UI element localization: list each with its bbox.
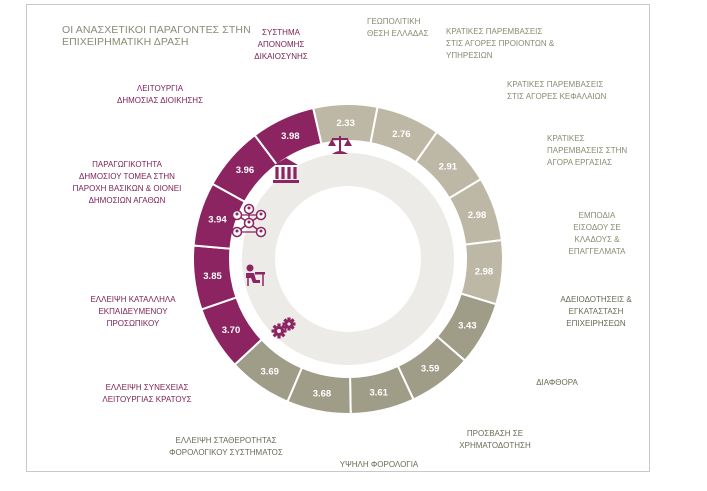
category-label: ΚΡΑΤΙΚΕΣ ΠΑΡΕΜΒΑΣΕΙΣ ΣΤΙΣ ΑΓΟΡΕΣ ΠΡΟΙΟΝΤΩ… bbox=[446, 27, 555, 60]
network-people-icon bbox=[231, 203, 267, 238]
value-label: 3.70 bbox=[222, 325, 241, 336]
category-label: ΛΕΙΤΟΥΡΓΙΑ ΔΗΜΟΣΙΑΣ ΔΙΟΙΚΗΣΗΣ bbox=[117, 84, 203, 105]
category-label: ΔΙΑΦΘΟΡΑ bbox=[536, 378, 578, 387]
value-label: 3.68 bbox=[313, 388, 332, 399]
value-label: 2.76 bbox=[392, 129, 411, 140]
value-label: 2.98 bbox=[475, 266, 494, 277]
value-label: 2.91 bbox=[439, 161, 458, 172]
category-label: ΕΛΛΕΙΨΗ ΚΑΤΑΛΛΗΛΑ ΕΚΠΑΙΔΕΥΜΕΝΟΥ ΠΡΟΣΩΠΙΚΟΥ bbox=[90, 295, 176, 328]
value-label: 3.96 bbox=[236, 165, 255, 176]
category-label: ΣΥΣΤΗΜΑ ΑΠΟΝΟΜΗΣ ΔΙΚΑΙΟΣΥΝΗΣ bbox=[254, 28, 308, 61]
value-label: 3.43 bbox=[458, 321, 477, 332]
category-label: ΠΡΟΣΒΑΣΗ ΣΕ ΧΡΗΜΑΤΟΔΟΤΗΣΗ bbox=[459, 429, 531, 450]
scales-icon bbox=[328, 136, 352, 154]
value-label: 3.85 bbox=[203, 271, 222, 282]
value-label: 3.69 bbox=[260, 366, 279, 377]
donut-chart: 2.33 ΓΕΩΠΟΛΙΤΙΚΗ ΘΕΣΗ ΕΛΛΑΔΑΣ 2.76 ΚΡΑΤΙΚΕΣ … bbox=[73, 17, 633, 469]
category-label: ΕΛΛΕΙΨΗ ΣΥΝΕΧΕΙΑΣ ΛΕΙΤΟΥΡΓΙΑΣ ΚΡΑΤΟΥΣ bbox=[102, 383, 191, 404]
category-label: ΠΑΡΑΓΩΓΙΚΟΤΗΤΑ ΔΗΜΟΣΙΟΥ ΤΟΜΕΑ ΣΤΗΝ ΠΑΡΟΧΗ … bbox=[73, 160, 182, 205]
office-worker-icon bbox=[246, 264, 265, 286]
category-label: ΥΨΗΛΗ ΦΟΡΟΛΟΓΙΑ bbox=[340, 460, 419, 469]
inner-ring bbox=[242, 153, 454, 365]
category-label: ΕΛΛΕΙΨΗ ΣΤΑΘΕΡΟΤΗΤΑΣ ΦΟΡΟΛΟΓΙΚΟΥ ΣΥΣΤΗΜΑΤ… bbox=[169, 436, 283, 457]
value-label: 2.98 bbox=[468, 210, 487, 221]
chart-frame: ΟΙ ΑΝΑΣΧΕΤΙΚΟΙ ΠΑΡΑΓΟΝΤΕΣ ΣΤΗΝ ΕΠΙΧΕΙΡΗΜ… bbox=[26, 4, 650, 472]
value-label: 2.33 bbox=[336, 118, 355, 129]
category-label: ΑΔΕΙΟΔΟΤΗΣΕΙΣ & ΕΓΚΑΤΑΣΤΑΣΗ ΕΠΙΧΕΙΡΗΣΕΩΝ bbox=[560, 295, 632, 328]
category-label: ΕΜΠΟΔΙΑ ΕΙΣΟΔΟΥ ΣΕ ΚΛΑΔΟΥΣ & ΕΠΑΓΓΕΛΜΑΤΑ bbox=[569, 211, 627, 256]
chart-title: ΟΙ ΑΝΑΣΧΕΤΙΚΟΙ ΠΑΡΑΓΟΝΤΕΣ ΣΤΗΝ ΕΠΙΧΕΙΡΗΜ… bbox=[62, 24, 251, 48]
gears-icon bbox=[271, 317, 296, 339]
value-label: 3.98 bbox=[281, 131, 300, 142]
value-label: 3.59 bbox=[421, 364, 440, 375]
value-label: 3.94 bbox=[208, 215, 227, 226]
government-building-icon bbox=[273, 158, 299, 183]
category-label: ΓΕΩΠΟΛΙΤΙΚΗ ΘΕΣΗ ΕΛΛΑΔΑΣ bbox=[367, 17, 429, 38]
value-label: 3.61 bbox=[369, 388, 388, 399]
category-label: ΚΡΑΤΙΚΕΣ ΠΑΡΕΜΒΑΣΕΙΣ ΣΤΗΝ ΑΓΟΡΑ ΕΡΓΑΣΙΑΣ bbox=[547, 134, 627, 167]
category-label: ΚΡΑΤΙΚΕΣ ΠΑΡΕΜΒΑΣΕΙΣ ΣΤΙΣ ΑΓΟΡΕΣ ΚΕΦΑΛΑΙΩ… bbox=[507, 80, 607, 101]
